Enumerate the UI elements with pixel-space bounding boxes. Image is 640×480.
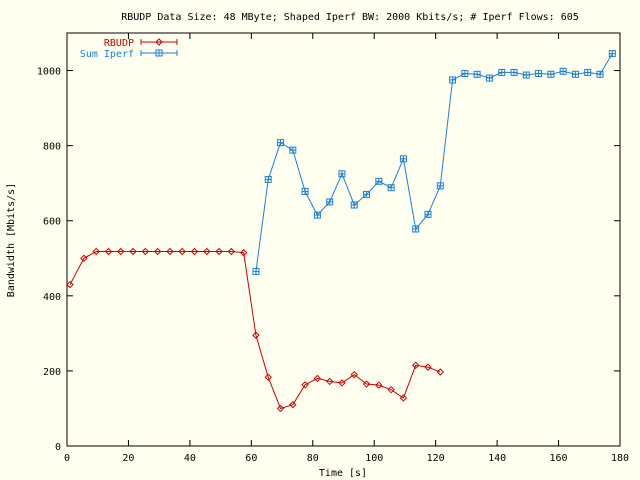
data-point-rbudp [375, 381, 383, 389]
data-point-sum-iperf [375, 177, 383, 185]
y-tick-label: 400 [43, 292, 61, 303]
data-point-rbudp [338, 379, 346, 387]
data-point-rbudp [424, 363, 432, 371]
y-axis-label: Bandwidth [Mbits/s] [6, 183, 17, 297]
data-point-sum-iperf [559, 67, 567, 75]
data-point-rbudp [227, 247, 236, 256]
series-line-sum-iperf [255, 53, 613, 272]
data-point-rbudp [239, 248, 248, 257]
data-point-sum-iperf [571, 70, 579, 78]
x-tick-label: 0 [64, 453, 70, 464]
data-point-rbudp [153, 247, 162, 256]
data-point-rbudp [301, 381, 309, 389]
x-tick-label: 180 [611, 453, 629, 464]
data-point-rbudp [350, 370, 358, 379]
data-point-rbudp [215, 247, 223, 256]
data-point-rbudp [66, 280, 74, 289]
x-tick-label: 60 [245, 453, 257, 464]
y-tick-label: 800 [43, 142, 61, 153]
data-point-rbudp [289, 400, 297, 409]
data-point-rbudp [387, 385, 395, 394]
data-point-sum-iperf [350, 201, 358, 209]
plot-frame [66, 32, 621, 447]
data-point-rbudp [92, 247, 100, 256]
data-point-sum-iperf [387, 184, 395, 192]
legend-label-rbudp: RBUDP [104, 38, 134, 49]
data-point-sum-iperf [485, 74, 493, 82]
data-point-rbudp [117, 247, 125, 256]
x-tick-label: 120 [427, 453, 445, 464]
data-point-rbudp [141, 247, 150, 256]
data-point-sum-iperf [338, 170, 346, 178]
series-layer [66, 50, 616, 413]
data-point-sum-iperf [264, 175, 272, 183]
data-point-sum-iperf [277, 139, 285, 147]
data-point-rbudp [362, 380, 371, 388]
series-line-rbudp [69, 251, 441, 410]
x-tick-label: 80 [307, 453, 319, 464]
data-point-rbudp [129, 247, 137, 256]
data-point-sum-iperf [473, 70, 481, 78]
data-point-sum-iperf [510, 68, 518, 76]
data-point-sum-iperf [252, 267, 260, 275]
data-point-rbudp [178, 247, 186, 256]
data-point-rbudp [166, 247, 174, 256]
legend: RBUDP Sum Iperf [80, 38, 178, 60]
data-point-sum-iperf [424, 210, 432, 218]
legend-marker-sum-iperf [155, 49, 163, 57]
data-point-sum-iperf [301, 187, 309, 195]
data-point-sum-iperf [412, 225, 420, 233]
data-point-rbudp [325, 377, 334, 386]
axis-ticks: 0 20 40 60 80 100 120 140 160 180 0 200 400 600 800 100… [37, 33, 629, 464]
x-tick-label: 20 [122, 453, 134, 464]
data-point-rbudp [276, 404, 285, 413]
data-point-sum-iperf [547, 70, 555, 78]
data-point-rbudp [313, 374, 322, 383]
data-point-sum-iperf [522, 71, 530, 79]
data-point-sum-iperf [596, 70, 604, 78]
x-tick-label: 140 [488, 453, 506, 464]
data-point-rbudp [436, 368, 444, 376]
data-point-sum-iperf [461, 70, 469, 78]
data-point-sum-iperf [326, 198, 334, 206]
data-point-sum-iperf [498, 68, 506, 76]
data-point-rbudp [411, 361, 420, 369]
data-point-sum-iperf [584, 68, 592, 76]
data-point-sum-iperf [449, 76, 457, 84]
x-tick-label: 40 [184, 453, 196, 464]
y-tick-label: 600 [43, 217, 61, 228]
legend-label-sum-iperf: Sum Iperf [80, 49, 134, 60]
data-point-rbudp [80, 254, 88, 262]
data-point-rbudp [264, 373, 272, 381]
data-point-sum-iperf [313, 211, 321, 219]
y-tick-label: 200 [43, 367, 61, 378]
data-point-rbudp [203, 247, 211, 256]
data-point-rbudp [190, 247, 199, 256]
legend-marker-rbudp [155, 38, 163, 46]
data-point-sum-iperf [289, 146, 297, 154]
x-axis-label: Time [s] [319, 468, 367, 479]
data-point-sum-iperf [399, 155, 407, 163]
data-point-rbudp [104, 247, 113, 256]
data-point-sum-iperf [535, 70, 543, 78]
x-tick-label: 100 [365, 453, 383, 464]
legend-markers [140, 38, 178, 57]
data-point-sum-iperf [436, 182, 444, 190]
y-tick-label: 0 [55, 442, 61, 453]
y-tick-label: 1000 [37, 67, 61, 78]
data-point-sum-iperf [363, 190, 371, 198]
x-tick-label: 160 [550, 453, 568, 464]
data-point-rbudp [252, 331, 260, 339]
data-point-sum-iperf [608, 50, 616, 58]
data-point-rbudp [399, 394, 408, 402]
chart-title: RBUDP Data Size: 48 MByte; Shaped Iperf … [121, 12, 579, 23]
